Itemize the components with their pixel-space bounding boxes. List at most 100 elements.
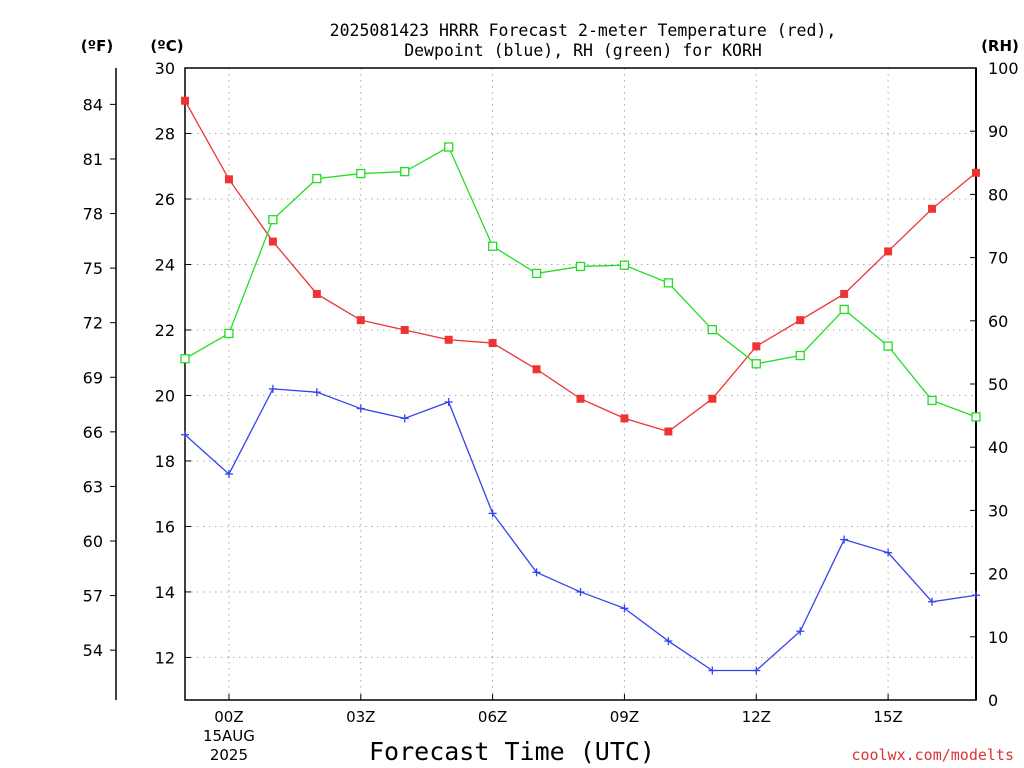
temperature-point — [181, 96, 189, 105]
rh-point — [707, 324, 717, 335]
fahrenheit-tick-label: 60 — [83, 532, 103, 551]
rh-tick-label: 10 — [988, 628, 1008, 647]
fahrenheit-tick-label: 66 — [83, 423, 103, 442]
temperature-point — [840, 289, 849, 298]
rh-point — [531, 268, 542, 279]
x-tick-date-label: 15AUG — [203, 727, 255, 745]
celsius-tick-label: 26 — [155, 190, 175, 209]
temperature-point — [312, 289, 321, 298]
dewpoint-point — [928, 597, 937, 606]
rh-tick-label: 80 — [988, 185, 1008, 204]
dewpoint-point — [400, 414, 409, 423]
fahrenheit-tick-label: 81 — [83, 150, 103, 169]
celsius-tick-label: 12 — [155, 648, 175, 667]
temperature-point — [664, 427, 673, 436]
x-tick-label: 00Z — [214, 708, 243, 726]
rh-point — [795, 350, 805, 361]
celsius-tick-label: 16 — [155, 517, 175, 536]
fahrenheit-tick-label: 75 — [83, 259, 103, 278]
x-tick-label: 12Z — [742, 708, 771, 726]
dewpoint-point — [752, 666, 761, 675]
fahrenheit-tick-label: 69 — [83, 368, 103, 387]
dewpoint-point — [884, 548, 893, 557]
celsius-tick-label: 22 — [155, 321, 175, 340]
rh-tick-label: 100 — [988, 59, 1019, 78]
temperature-point — [444, 335, 453, 344]
rh-point — [663, 278, 674, 288]
rh-point — [224, 328, 234, 339]
rh-point — [400, 166, 410, 177]
fahrenheit-tick-label: 72 — [83, 314, 103, 333]
chart-title-line2: Dewpoint (blue), RH (green) for KORH — [404, 41, 762, 60]
x-tick-label: 09Z — [610, 708, 639, 726]
rh-point — [312, 173, 322, 184]
celsius-tick-label: 24 — [155, 255, 175, 274]
dewpoint-point — [312, 388, 321, 397]
dewpoint-point — [576, 587, 585, 596]
temperature-point — [268, 237, 277, 246]
chart-title-line1: 2025081423 HRRR Forecast 2-meter Tempera… — [330, 21, 837, 40]
celsius-tick-label: 14 — [155, 583, 175, 602]
dewpoint-point — [181, 430, 189, 439]
rh-point — [268, 215, 278, 225]
celsius-tick-label: 30 — [155, 59, 175, 78]
rh-point — [180, 354, 190, 364]
dewpoint-point — [664, 637, 673, 646]
rh-tick-label: 30 — [988, 501, 1008, 520]
rh-point — [883, 341, 893, 351]
fahrenheit-tick-label: 84 — [83, 95, 103, 114]
dewpoint-point — [532, 568, 541, 577]
fahrenheit-tick-label: 78 — [83, 205, 103, 224]
dewpoint-point — [268, 384, 277, 393]
x-tick-year-label: 2025 — [210, 746, 248, 764]
rh-point — [356, 168, 366, 179]
temperature-point — [224, 175, 233, 184]
dewpoint-point — [224, 470, 233, 479]
dewpoint-point — [488, 509, 497, 518]
fahrenheit-tick-label: 54 — [83, 641, 103, 660]
x-axis-label: Forecast Time (UTC) — [369, 737, 655, 766]
temperature-point — [400, 325, 409, 334]
temperature-point — [796, 316, 805, 325]
rh-point — [751, 359, 761, 369]
temperature-point — [488, 339, 497, 348]
temperature-point — [752, 342, 761, 351]
dewpoint-point — [620, 604, 629, 613]
rh-tick-label: 90 — [988, 122, 1008, 141]
x-tick-label: 06Z — [478, 708, 507, 726]
rh-tick-label: 70 — [988, 249, 1008, 268]
celsius-unit-label: (ºC) — [150, 37, 183, 55]
rh-point — [839, 304, 849, 315]
temperature-point — [356, 316, 365, 325]
x-tick-label: 15Z — [873, 708, 902, 726]
rh-point — [927, 395, 937, 406]
rh-point — [487, 241, 498, 251]
rh-tick-label: 0 — [988, 691, 998, 710]
rh-point — [619, 260, 630, 270]
dewpoint-point — [444, 398, 453, 407]
rh-tick-label: 60 — [988, 312, 1008, 331]
rh-point — [971, 412, 981, 422]
temperature-point — [576, 394, 585, 403]
fahrenheit-tick-label: 57 — [83, 587, 103, 606]
fahrenheit-unit-label: (ºF) — [81, 37, 113, 55]
dewpoint-point — [840, 535, 849, 544]
temperature-point — [928, 204, 937, 213]
rh-tick-label: 50 — [988, 375, 1008, 394]
x-tick-label: 03Z — [346, 708, 375, 726]
dewpoint-point — [708, 666, 717, 675]
series-layer — [180, 96, 981, 675]
rh-point — [575, 261, 586, 272]
rh-unit-label: (RH) — [981, 37, 1019, 55]
temperature-point — [708, 394, 717, 403]
celsius-tick-label: 18 — [155, 452, 175, 471]
celsius-tick-label: 20 — [155, 386, 175, 405]
temperature-point — [620, 414, 629, 423]
credit-link[interactable]: coolwx.com/modelts — [851, 746, 1014, 764]
rh-tick-label: 20 — [988, 565, 1008, 584]
dewpoint-point — [972, 591, 980, 600]
rh-point — [444, 142, 454, 152]
